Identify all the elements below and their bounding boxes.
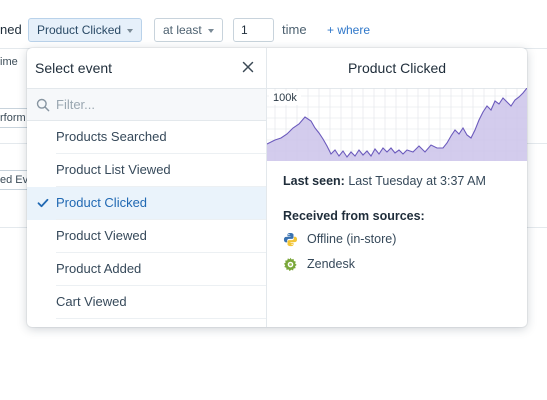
event-label: Product List Viewed [56,162,171,177]
python-icon [283,232,298,247]
unit-label: time [282,22,307,37]
event-select-button[interactable]: Product Clicked [28,18,143,42]
operator-select-button[interactable]: at least [154,18,223,42]
last-seen-label: Last seen: [283,174,345,188]
criteria-fragment-box[interactable]: ed Eve [0,170,34,190]
criteria-fragment: ime [0,56,18,68]
criteria-cut-label: ned [0,22,22,37]
chevron-down-icon [127,28,134,33]
sparkline-line [267,88,527,158]
operator-select-label: at least [163,23,202,37]
event-volume-sparkline: 100k [267,88,527,161]
sparkline-chart [267,88,527,161]
criteria-fragment: rform [0,112,26,124]
event-label: Product Added [56,261,142,276]
event-meta: Last seen: Last Tuesday at 3:37 AM Recei… [283,174,519,277]
event-label: Product Clicked [56,195,148,210]
filter-input[interactable] [56,94,256,114]
event-select-popover: Select event Products Searched Product Li… [27,48,527,327]
chevron-down-icon [207,28,214,33]
criteria-row: ned Product Clicked at least 1 time + wh… [0,16,547,42]
event-details-pane: Product Clicked 100k Last seen: Last Tue… [267,48,527,327]
event-list-item[interactable]: Product Added [27,253,266,286]
event-list: Products Searched Product List Viewed Prod… [27,121,266,319]
filter-row [27,89,266,121]
check-icon [37,198,49,208]
count-input[interactable]: 1 [233,18,274,42]
event-list-item[interactable]: Product Clicked [27,187,266,220]
event-label: Product Viewed [56,228,147,243]
gear-icon [283,257,297,272]
sparkline-area [267,88,527,161]
event-list-pane: Select event Products Searched Product Li… [27,48,267,327]
close-icon[interactable] [240,59,256,75]
event-list-item[interactable]: Cart Viewed [27,286,266,319]
event-list-item[interactable]: Product Viewed [27,220,266,253]
event-select-label: Product Clicked [37,23,122,37]
add-where-link[interactable]: + where [327,23,371,37]
sources-title: Received from sources: [283,209,425,223]
source-name: Zendesk [307,257,355,271]
details-title: Product Clicked [347,60,447,76]
last-seen-value: Last Tuesday at 3:37 AM [348,174,486,188]
details-header: Product Clicked [267,48,527,89]
event-list-item[interactable]: Products Searched [27,121,266,154]
source-item: Zendesk [283,252,519,277]
criteria-fragment-box[interactable]: rform [0,108,30,128]
popover-title: Select event [35,60,113,76]
search-icon [36,98,50,112]
sparkline-max-label: 100k [269,91,301,105]
last-seen: Last seen: Last Tuesday at 3:37 AM [283,174,519,188]
event-label: Cart Viewed [56,294,127,309]
event-list-item[interactable]: Product List Viewed [27,154,266,187]
criteria-fragment: ed Eve [0,174,35,186]
source-item: Offline (in-store) [283,227,519,252]
event-label: Products Searched [56,129,167,144]
source-name: Offline (in-store) [307,232,397,246]
popover-header: Select event [27,48,266,89]
